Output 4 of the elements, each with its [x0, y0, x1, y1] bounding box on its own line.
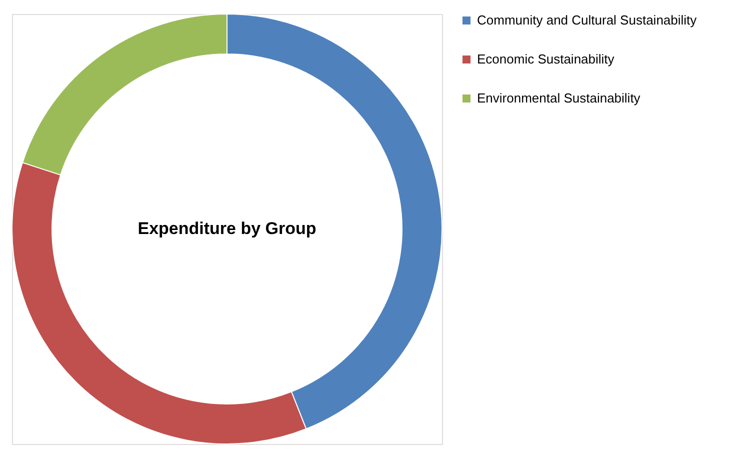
legend-label: Community and Cultural Sustainability	[477, 12, 698, 28]
legend-label: Environmental Sustainability	[477, 90, 641, 106]
legend-label: Economic Sustainability	[477, 52, 615, 66]
text: Expenditure by Group	[138, 219, 316, 238]
